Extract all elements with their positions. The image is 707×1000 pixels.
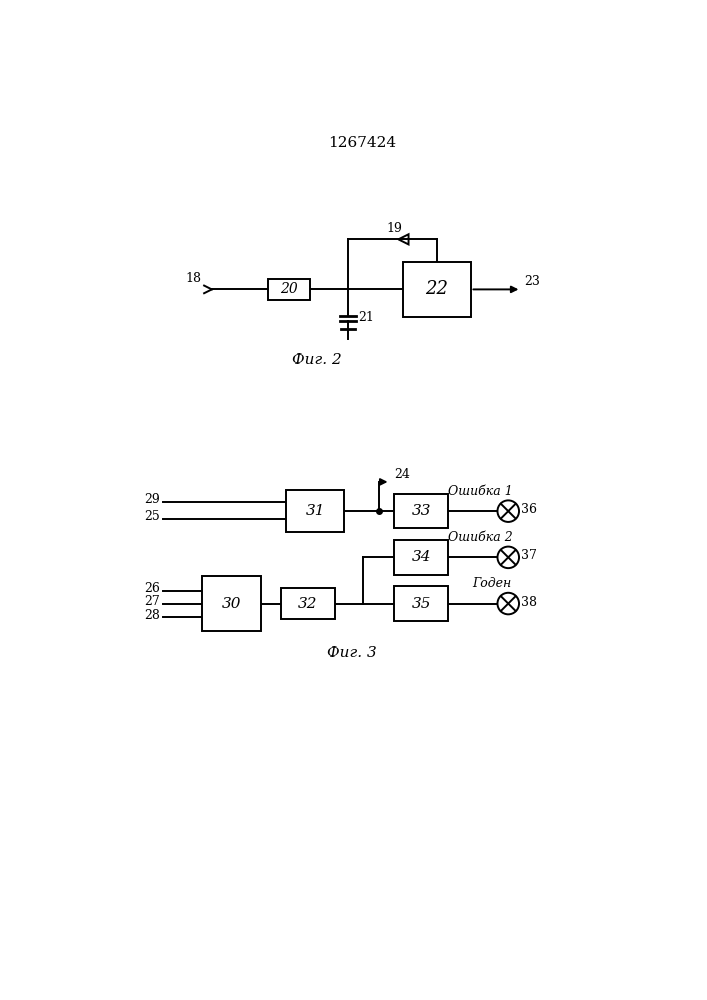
Text: 38: 38 (521, 596, 537, 609)
Text: 34: 34 (411, 550, 431, 564)
Bar (395, 494, 448, 528)
Text: 22: 22 (425, 280, 448, 298)
Bar (268, 279, 310, 300)
Text: 32: 32 (298, 597, 318, 611)
Text: 27: 27 (144, 595, 160, 608)
Text: 20: 20 (280, 282, 298, 296)
Text: 28: 28 (144, 609, 160, 622)
Text: Годен: Годен (472, 577, 511, 590)
Text: 30: 30 (222, 597, 241, 611)
Text: 35: 35 (411, 597, 431, 611)
Text: 29: 29 (144, 493, 160, 506)
Bar (395, 586, 448, 621)
Bar (201, 576, 261, 631)
Text: Ошибка 1: Ошибка 1 (448, 485, 513, 498)
Text: 36: 36 (521, 503, 537, 516)
Text: Фиг. 3: Фиг. 3 (327, 646, 377, 660)
Bar (403, 262, 471, 317)
Text: 21: 21 (358, 311, 374, 324)
Bar (281, 588, 335, 619)
Text: 26: 26 (144, 582, 160, 595)
Text: 24: 24 (395, 468, 410, 481)
Text: 25: 25 (144, 510, 160, 523)
Text: 19: 19 (386, 222, 402, 235)
Text: 1267424: 1267424 (328, 136, 396, 150)
Bar (286, 490, 344, 532)
Text: 33: 33 (411, 504, 431, 518)
Text: 31: 31 (305, 504, 325, 518)
Text: 23: 23 (525, 275, 540, 288)
Text: Фиг. 2: Фиг. 2 (293, 353, 342, 367)
Bar (395, 540, 448, 575)
Text: 18: 18 (186, 272, 201, 285)
Text: Ошибка 2: Ошибка 2 (448, 531, 513, 544)
Text: 37: 37 (521, 549, 537, 562)
